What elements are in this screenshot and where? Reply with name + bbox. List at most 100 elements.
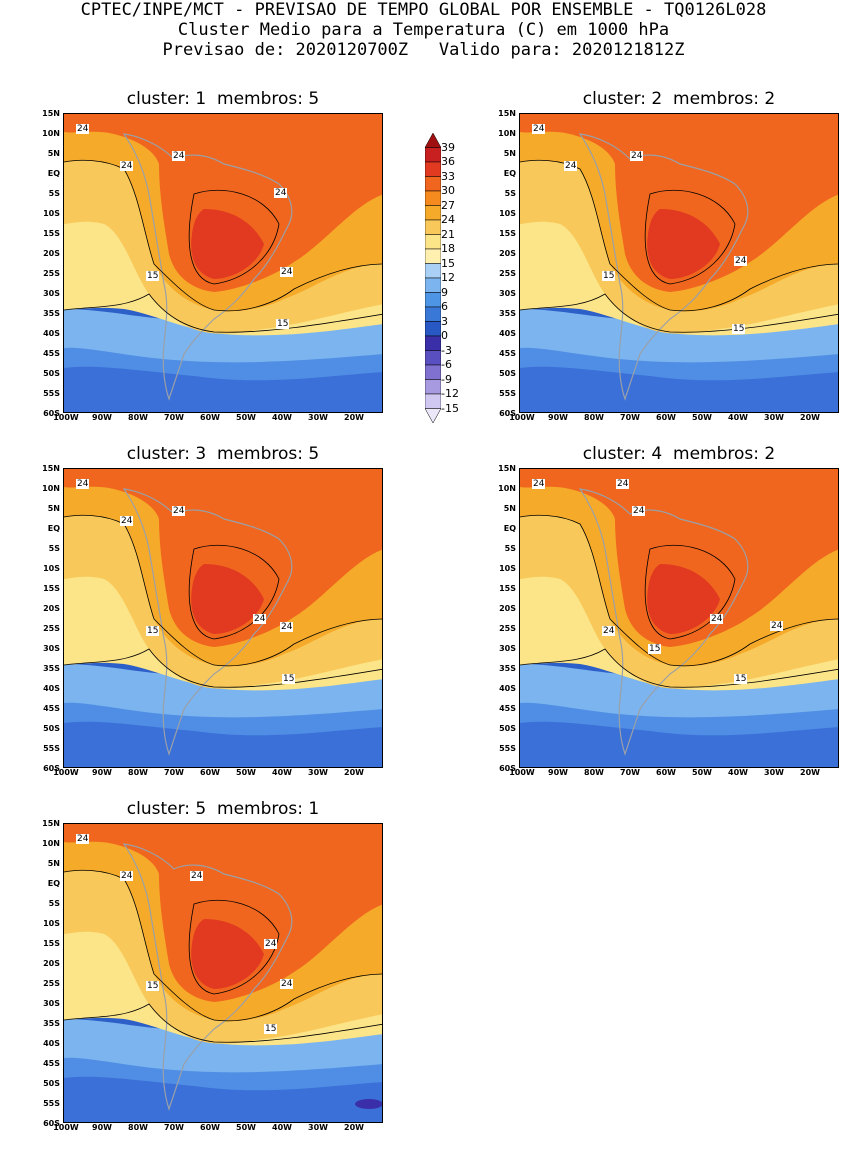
colorbar-swatch (424, 219, 442, 235)
colorbar-swatch (424, 277, 442, 293)
lat-tick-label: 60S (43, 1119, 60, 1128)
contour-label: 24 (734, 256, 748, 266)
lat-tick-label: 5S (48, 544, 60, 553)
cluster-panel-4: cluster: 4 membros: 2 24 24 24 24 24 24 15 15 (519, 444, 847, 784)
colorbar-label: 18 (441, 242, 455, 255)
lat-tick-label: EQ (503, 524, 516, 533)
lat-tick-label: 15S (499, 229, 516, 238)
lat-tick-label: EQ (503, 169, 516, 178)
lat-tick-label: 5N (47, 504, 60, 513)
lat-tick-label: 35S (499, 309, 516, 318)
panel-title: cluster: 4 membros: 2 (582, 444, 776, 464)
temperature-map (520, 469, 838, 767)
colorbar-label: 6 (441, 300, 448, 313)
cold-spot (355, 1099, 382, 1109)
lat-tick-label: 25S (43, 979, 60, 988)
lat-tick-label: 5N (47, 149, 60, 158)
contour-label: 15 (734, 674, 748, 684)
lat-tick-label: 35S (43, 664, 60, 673)
lon-tick-label: 50W (236, 413, 256, 422)
lon-tick-label: 60W (200, 1123, 220, 1132)
lon-tick-label: 100W (53, 413, 79, 422)
contour-label: 24 (120, 516, 134, 526)
lat-tick-label: 50S (43, 724, 60, 733)
lon-tick-label: 70W (164, 768, 184, 777)
lat-tick-label: 45S (43, 1059, 60, 1068)
colorbar-label: -15 (441, 401, 459, 415)
contour-label: 24 (564, 161, 578, 171)
colorbar-label: 21 (441, 227, 455, 241)
lon-tick-label: 50W (692, 768, 712, 777)
colorbar-label: 33 (441, 169, 455, 183)
colorbar-swatch (424, 176, 442, 192)
lat-tick-label: 10N (42, 129, 60, 138)
lat-tick-label: 10N (42, 839, 60, 848)
lat-tick-label: EQ (47, 169, 60, 178)
contour-line (188, 899, 280, 995)
contour-label: 24 (172, 151, 186, 161)
colorbar-swatch (424, 306, 442, 322)
contour-line (520, 159, 838, 312)
contour-label: 24 (120, 871, 134, 881)
lat-tick-label: 40S (43, 329, 60, 338)
lon-tick-label: 20W (800, 413, 820, 422)
lon-tick-label: 80W (128, 768, 148, 777)
lon-tick-label: 80W (128, 1123, 148, 1132)
lat-tick-label: 45S (43, 349, 60, 358)
lat-tick-label: 35S (499, 664, 516, 673)
lon-tick-label: 90W (92, 768, 112, 777)
colorbar-swatch (424, 379, 442, 395)
lat-tick-label: 20S (499, 249, 516, 258)
lon-tick-label: 40W (728, 768, 748, 777)
lat-tick-label: 55S (499, 744, 516, 753)
cluster-panel-1: cluster: 1 membros: 5 24 24 24 24 24 15 15 (63, 89, 393, 429)
colorbar-swatch (424, 234, 442, 250)
contour-label: 24 (190, 871, 204, 881)
colorbar-swatch (424, 190, 442, 206)
panel-title: cluster: 2 membros: 2 (582, 89, 776, 109)
colorbar-label: 24 (441, 213, 455, 226)
contour-label: 24 (280, 622, 294, 632)
lon-tick-label: 80W (128, 413, 148, 422)
lat-tick-label: 15N (498, 109, 516, 118)
lat-tick-label: 10S (43, 564, 60, 573)
lon-tick-label: 30W (308, 413, 328, 422)
colorbar-label: 36 (441, 155, 455, 168)
lat-tick-label: 55S (43, 389, 60, 398)
contour-label: 24 (280, 267, 294, 277)
contour-line (520, 648, 838, 688)
lat-tick-label: 20S (499, 604, 516, 613)
map-frame: 24 24 24 24 24 15 15 (63, 468, 383, 768)
lat-tick-label: 30S (499, 644, 516, 653)
contour-label: 24 (532, 124, 546, 134)
lat-tick-label: 60S (499, 409, 516, 418)
lat-tick-label: 15N (42, 819, 60, 828)
lat-tick-label: EQ (47, 524, 60, 533)
lon-tick-label: 100W (53, 1123, 79, 1132)
lat-tick-label: 50S (43, 369, 60, 378)
lat-tick-label: 10S (499, 209, 516, 218)
lat-tick-label: 30S (499, 289, 516, 298)
colorbar-swatch (424, 335, 442, 351)
lon-tick-label: 50W (236, 768, 256, 777)
colorbar-label: 30 (441, 184, 455, 197)
lat-tick-label: 15S (43, 939, 60, 948)
lat-tick-label: 35S (43, 1019, 60, 1028)
colorbar-swatch (424, 364, 442, 380)
contour-label: 24 (274, 188, 288, 198)
map-frame: 24 24 24 24 24 15 15 (63, 113, 383, 413)
contour-label: 24 (172, 506, 186, 516)
colorbar-label: -9 (441, 372, 452, 386)
lat-tick-label: 45S (499, 704, 516, 713)
cluster-panel-3: cluster: 3 membros: 5 24 24 24 24 24 15 15 (63, 444, 393, 784)
lat-tick-label: 30S (43, 289, 60, 298)
colorbar-label: 27 (441, 198, 455, 212)
contour-label: 24 (710, 614, 724, 624)
colorbar-label: -12 (441, 387, 459, 400)
contour-label: 24 (630, 151, 644, 161)
lon-tick-label: 70W (164, 1123, 184, 1132)
colorbar-swatch (424, 393, 442, 409)
lon-tick-label: 40W (272, 768, 292, 777)
map-frame: 24 24 24 24 15 15 (519, 113, 839, 413)
contour-label: 24 (770, 621, 784, 631)
